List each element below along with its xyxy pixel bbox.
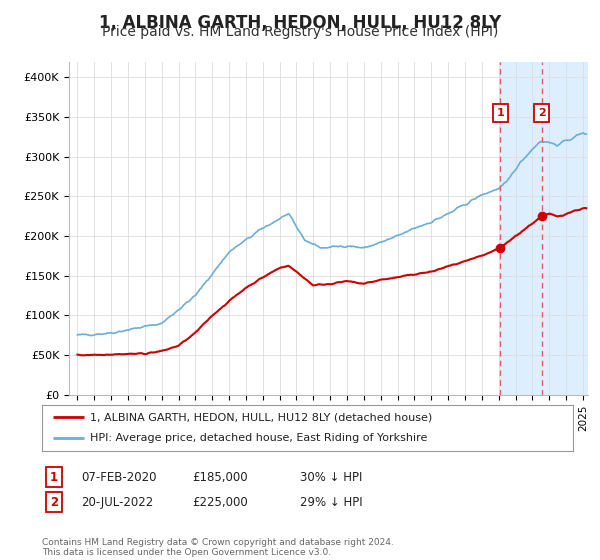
Text: 2: 2 [50, 496, 58, 509]
Text: 1, ALBINA GARTH, HEDON, HULL, HU12 8LY (detached house): 1, ALBINA GARTH, HEDON, HULL, HU12 8LY (… [90, 412, 432, 422]
Text: 1, ALBINA GARTH, HEDON, HULL, HU12 8LY: 1, ALBINA GARTH, HEDON, HULL, HU12 8LY [99, 14, 501, 32]
Text: 29% ↓ HPI: 29% ↓ HPI [300, 496, 362, 509]
Text: HPI: Average price, detached house, East Riding of Yorkshire: HPI: Average price, detached house, East… [90, 433, 427, 444]
Text: 20-JUL-2022: 20-JUL-2022 [81, 496, 153, 509]
Text: £185,000: £185,000 [192, 470, 248, 484]
Text: Price paid vs. HM Land Registry's House Price Index (HPI): Price paid vs. HM Land Registry's House … [102, 25, 498, 39]
Text: 30% ↓ HPI: 30% ↓ HPI [300, 470, 362, 484]
Text: 07-FEB-2020: 07-FEB-2020 [81, 470, 157, 484]
Text: £225,000: £225,000 [192, 496, 248, 509]
Text: 2: 2 [538, 108, 545, 118]
Text: 1: 1 [497, 108, 504, 118]
Text: Contains HM Land Registry data © Crown copyright and database right 2024.
This d: Contains HM Land Registry data © Crown c… [42, 538, 394, 557]
Text: 1: 1 [50, 470, 58, 484]
Bar [500, 62, 588, 395]
